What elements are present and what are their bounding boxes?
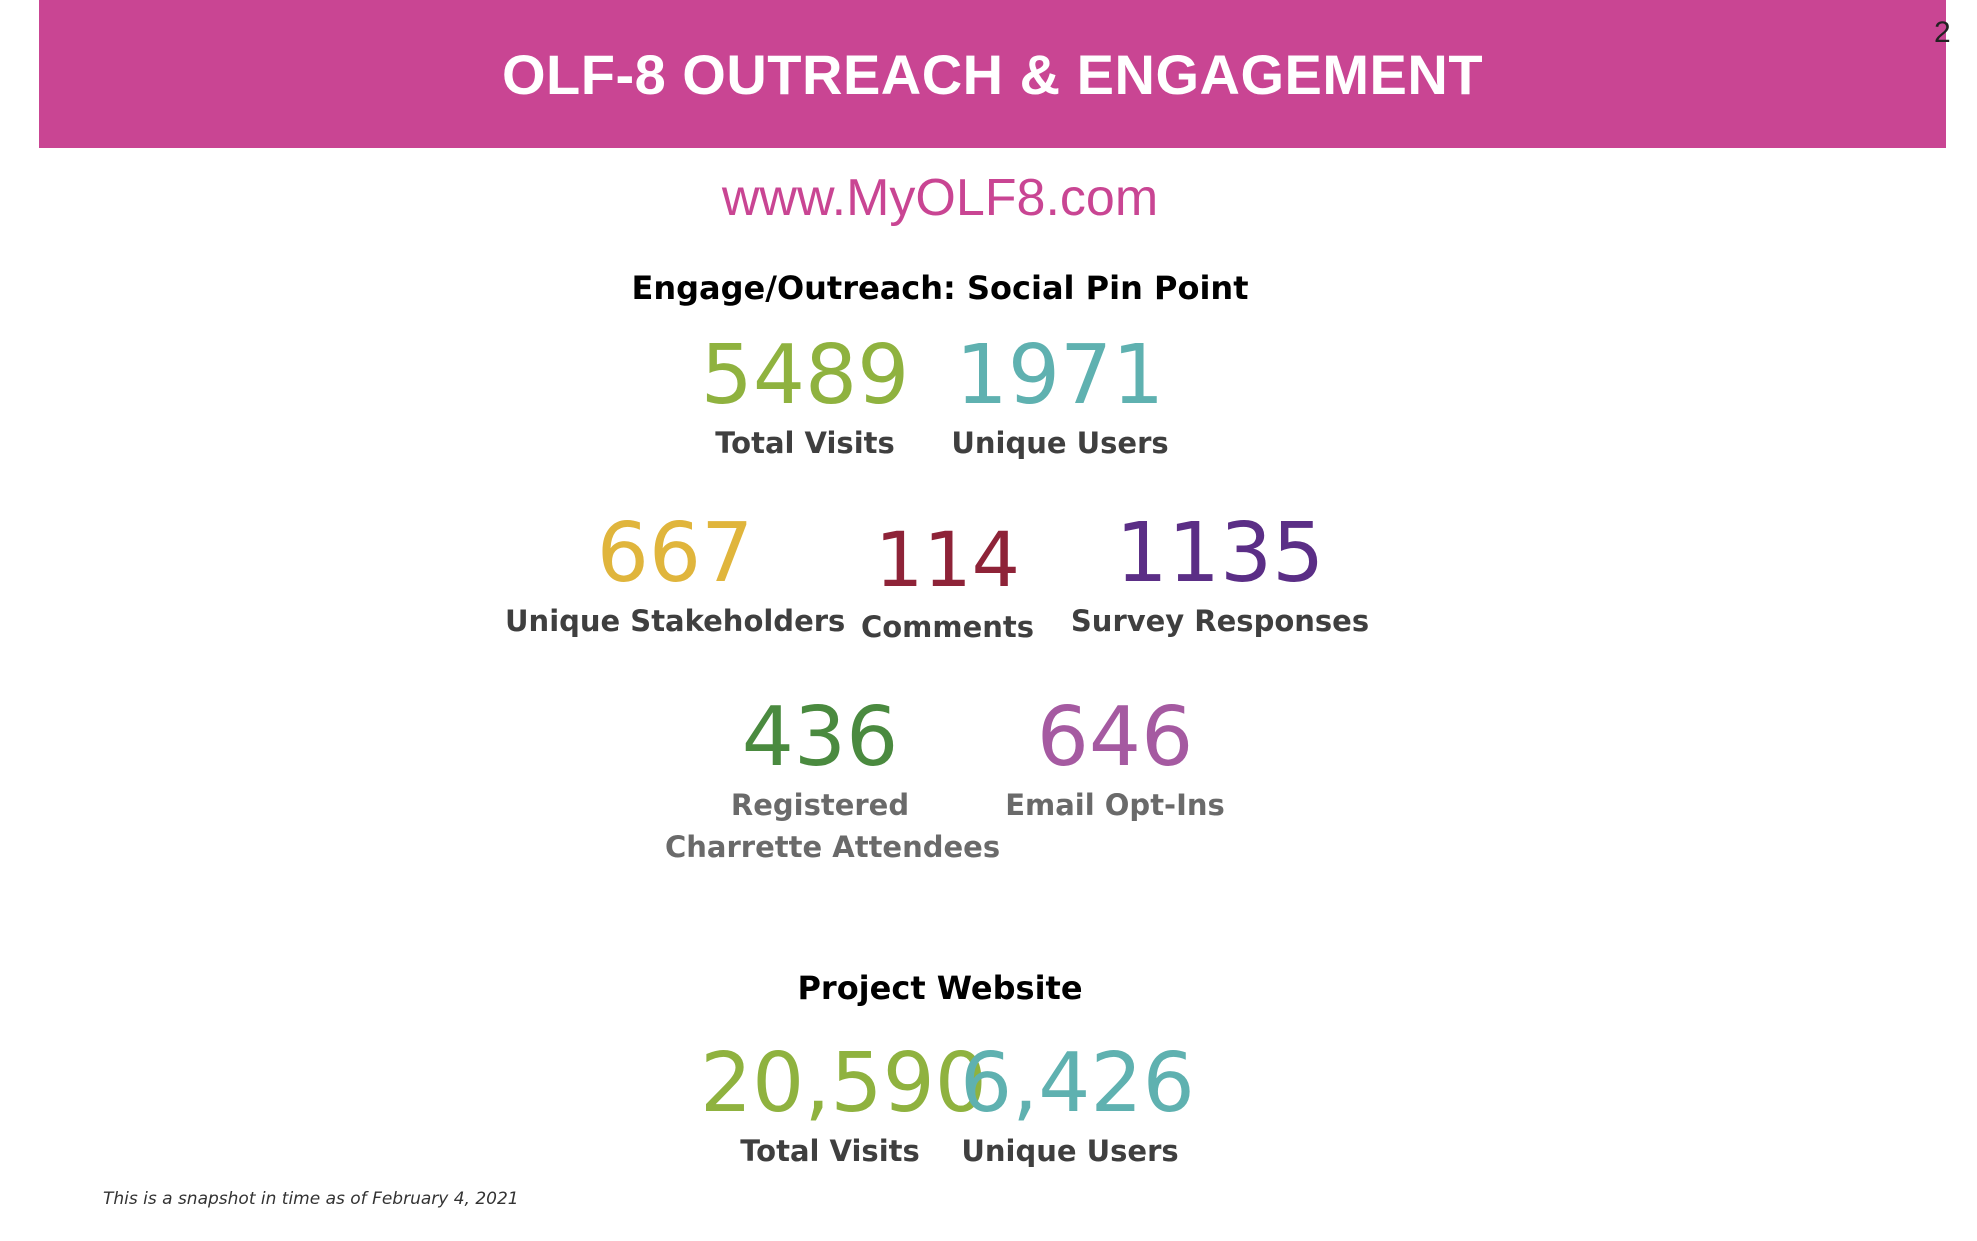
stat-value: 5489 <box>700 328 910 423</box>
stat-email-opt-ins: 646 Email Opt-Ins <box>1005 692 1225 826</box>
stat-label: Unique Users <box>951 426 1169 460</box>
stat-value: 1135 <box>1115 506 1325 601</box>
page-title: OLF-8 OUTREACH & ENGAGEMENT <box>501 43 1484 106</box>
stat-label: Survey Responses <box>1070 604 1370 638</box>
stat-label: Total Visits <box>715 426 895 460</box>
snapshot-footnote: This is a snapshot in time as of Februar… <box>103 1189 519 1209</box>
stat-comments: 114 Comments <box>860 514 1035 648</box>
website-stat-total-visits: 20,590 Total Visits <box>700 1036 987 1172</box>
website-stat-unique-users: 6,426 Unique Users <box>960 1036 1195 1172</box>
page-number: 2 <box>1934 16 1951 49</box>
stat-value: 667 <box>596 506 754 601</box>
stat-registered-charrette-attendees: 436 Registered Charrette Attendees <box>665 690 1001 868</box>
stat-value: 20,590 <box>700 1036 987 1131</box>
stat-value: 436 <box>741 690 899 785</box>
stat-label: Comments <box>860 610 1035 644</box>
stat-label: Total Visits <box>740 1134 920 1168</box>
stat-label: Email Opt-Ins <box>1005 788 1225 822</box>
stat-unique-users: 1971 Unique Users <box>935 330 1185 464</box>
project-website-heading: Project Website <box>797 969 1083 1007</box>
stat-label-line1: Registered <box>730 788 910 822</box>
stat-total-visits: 5489 Total Visits <box>695 330 915 464</box>
header-band: OLF-8 OUTREACH & ENGAGEMENT <box>39 0 1946 148</box>
stat-value: 114 <box>874 515 1021 604</box>
stat-label: Unique Stakeholders <box>505 604 846 638</box>
website-url: www.MyOLF8.com <box>721 169 1159 227</box>
stat-survey-responses: 1135 Survey Responses <box>1065 508 1375 642</box>
stat-value: 1971 <box>955 328 1165 423</box>
stat-label-line2: Charrette Attendees <box>665 830 1001 864</box>
stat-unique-stakeholders: 667 Unique Stakeholders <box>505 508 845 642</box>
social-pin-point-heading: Engage/Outreach: Social Pin Point <box>631 269 1249 307</box>
stat-value: 646 <box>1036 690 1194 785</box>
stat-label: Unique Users <box>961 1134 1179 1168</box>
stat-value: 6,426 <box>960 1036 1195 1131</box>
